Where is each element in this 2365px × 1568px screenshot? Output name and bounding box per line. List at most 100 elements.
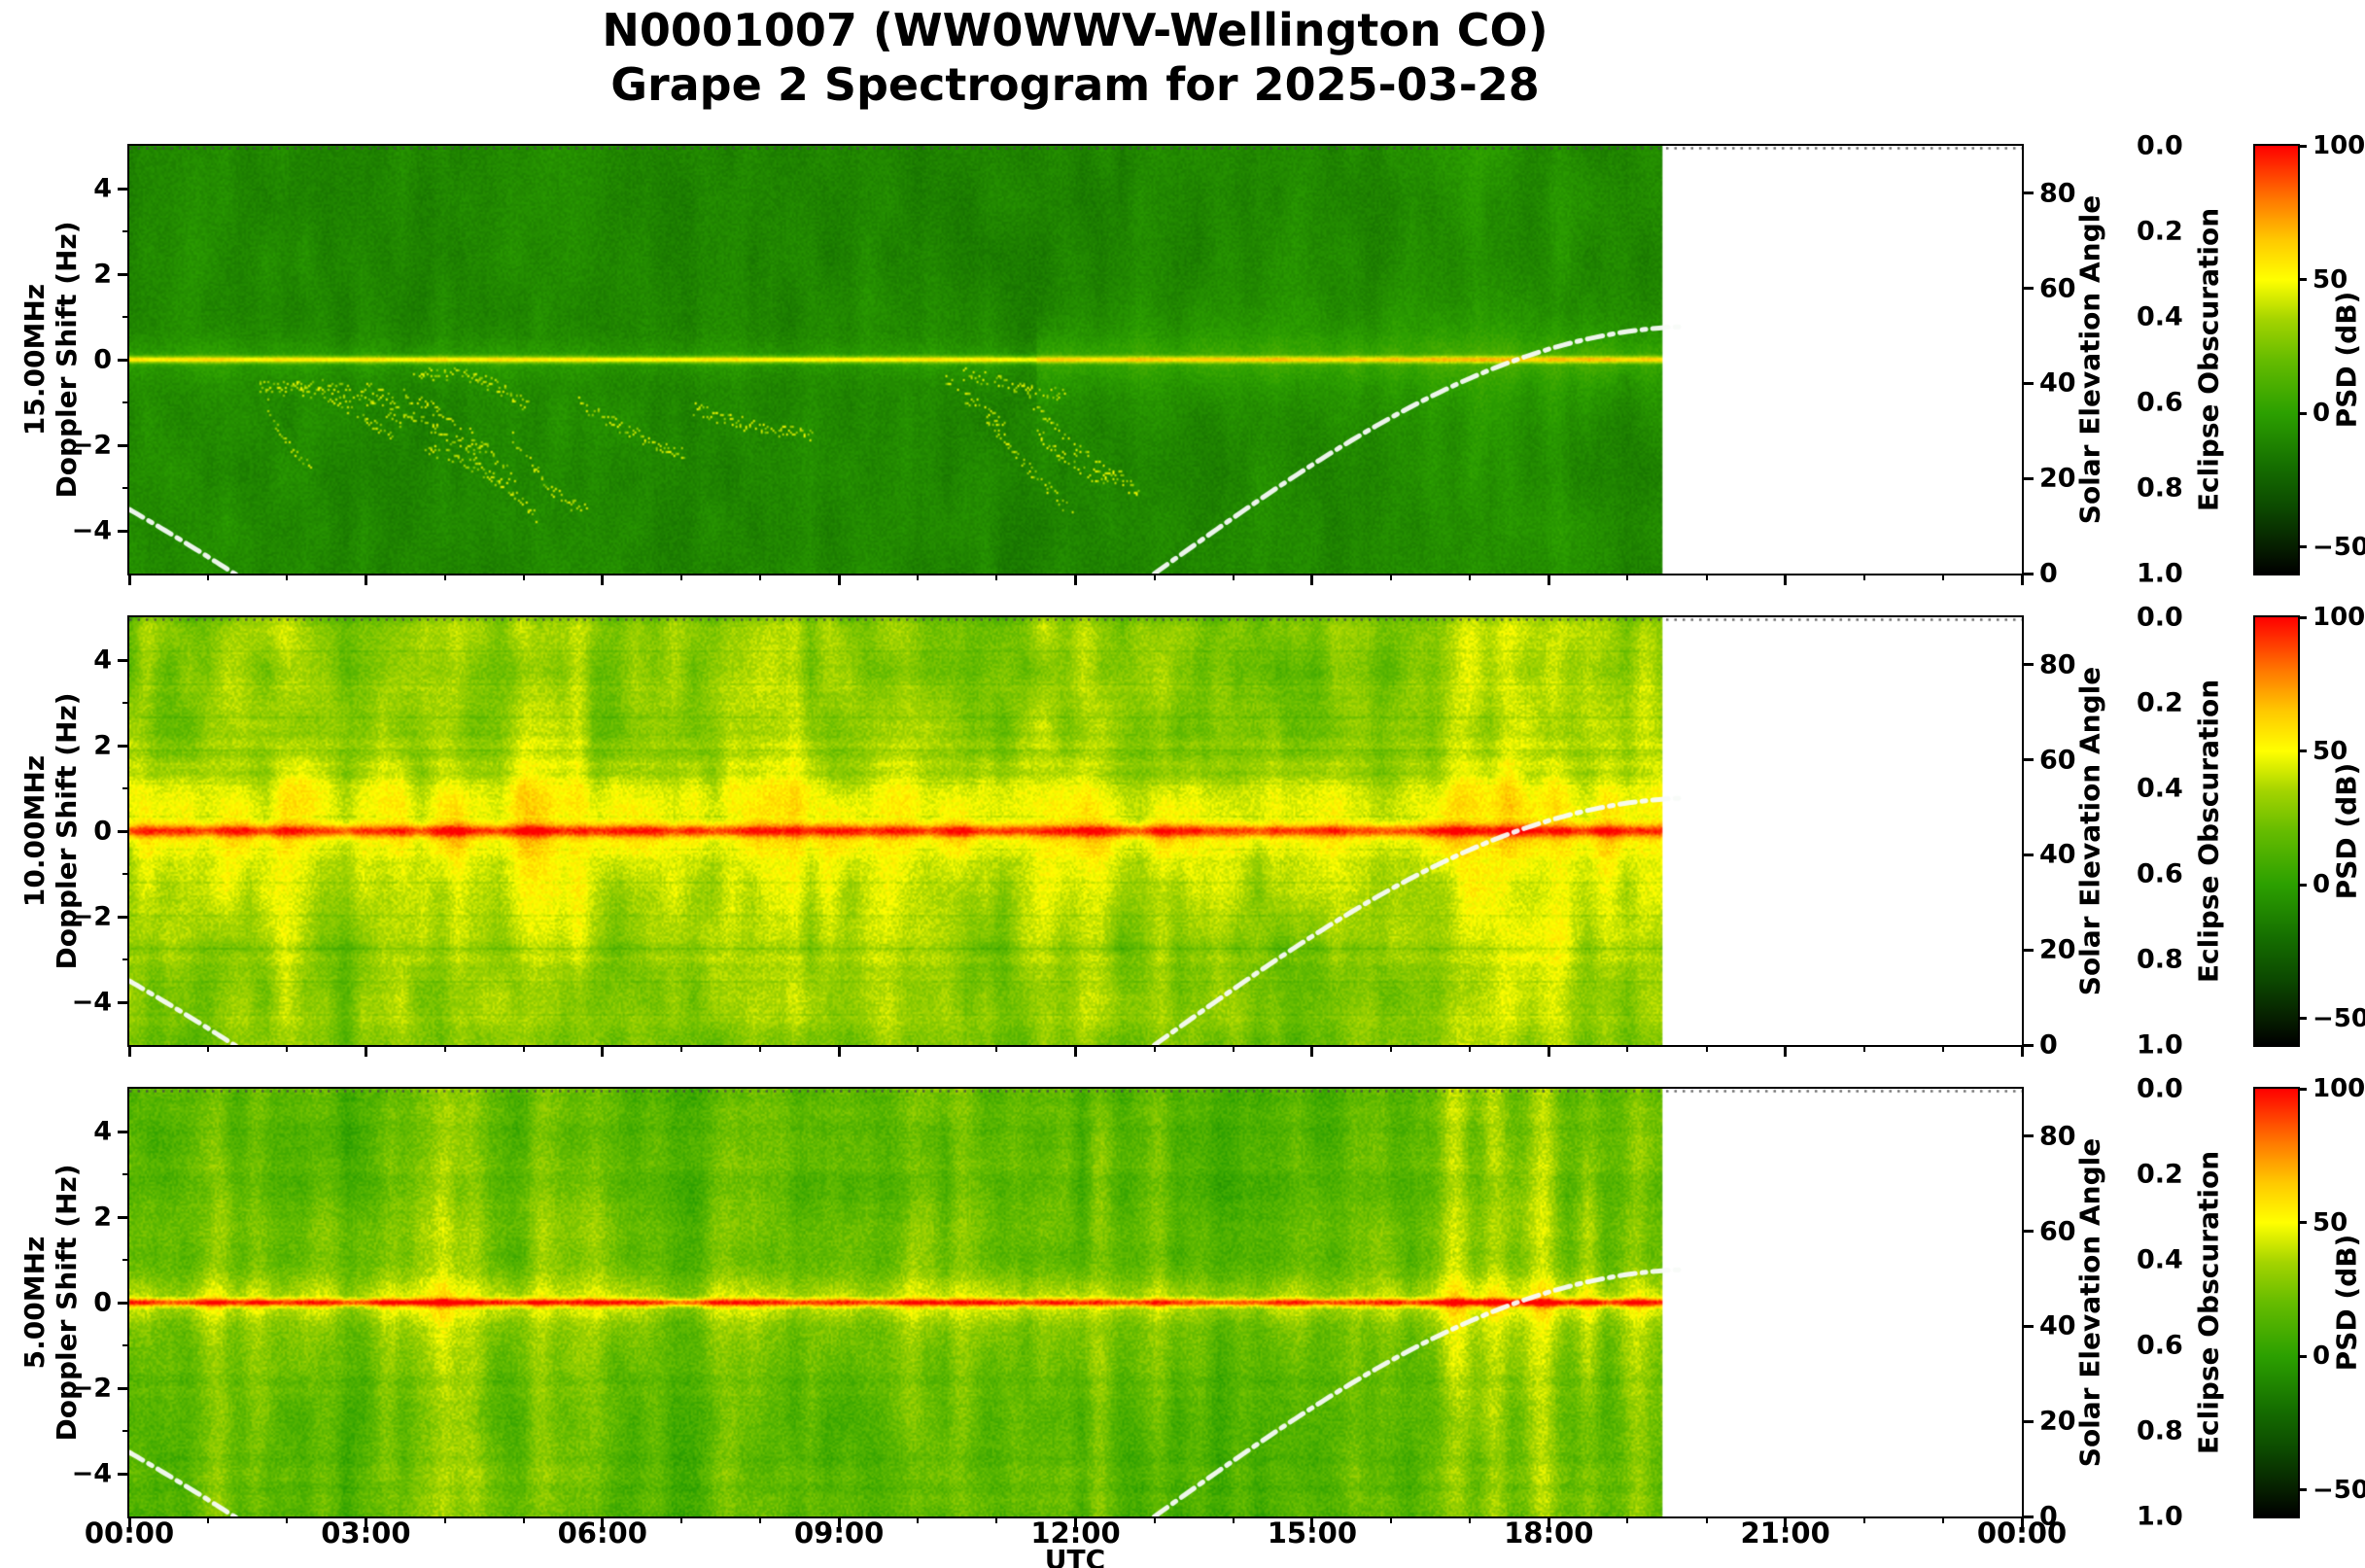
eclipse-tick-label: 0.0 — [2137, 130, 2183, 161]
solar-tick-label: 40 — [2039, 839, 2076, 870]
solar-tick-label: 0 — [2039, 1029, 2058, 1061]
colorbar-tick-label: −50 — [2313, 1475, 2365, 1505]
xtick-mark — [1862, 1045, 1865, 1052]
xtick-mark — [1232, 1516, 1235, 1523]
xtick-mark — [759, 1045, 761, 1052]
ytick-mark — [118, 1472, 129, 1476]
eclipse-tick-label: 1.0 — [2137, 558, 2183, 589]
colorbar-tick-mark — [2298, 1488, 2307, 1491]
xtick-mark — [1469, 1045, 1472, 1052]
xtick-mark — [207, 574, 210, 580]
xtick-label: 00:00 — [1976, 1516, 2068, 1550]
solar-tick-mark — [2022, 663, 2034, 667]
eclipse-axis-label: Eclipse Obscuration — [2192, 1150, 2225, 1455]
xtick-label: 03:00 — [321, 1516, 411, 1550]
xtick-mark — [837, 1516, 841, 1528]
ytick-label: −2 — [71, 1373, 112, 1404]
xtick-mark — [995, 1516, 998, 1523]
ytick-mark — [118, 272, 129, 276]
xtick-mark — [1390, 1516, 1392, 1523]
xtick-mark — [1862, 1516, 1865, 1523]
solar-tick-label: 60 — [2039, 1216, 2076, 1247]
solar-tick-label: 20 — [2039, 934, 2076, 965]
xtick-mark — [443, 1045, 446, 1052]
eclipse-tick-label: 0.2 — [2137, 1159, 2183, 1190]
solar-tick-label: 0 — [2039, 1501, 2058, 1532]
eclipse-tick-label: 0.0 — [2137, 602, 2183, 633]
ytick-label: −4 — [71, 987, 112, 1018]
xtick-label: 00:00 — [84, 1516, 175, 1550]
xtick-label: 15:00 — [1267, 1516, 1358, 1550]
eclipse-tick-label: 0.4 — [2137, 1244, 2183, 1275]
ytick-mark — [118, 915, 129, 919]
solar-tick-mark — [2022, 1230, 2034, 1234]
xtick-mark — [2020, 1516, 2024, 1528]
psd-colorbar-label: PSD (dB) — [2330, 291, 2363, 429]
ytick-mark — [118, 187, 129, 191]
ytick-label: −4 — [71, 1458, 112, 1489]
xtick-mark — [1626, 574, 1629, 580]
figure-title-line1: N0001007 (WW0WWV-Wellington CO) — [602, 4, 1548, 56]
solar-curve-overlay — [129, 1089, 2022, 1516]
colorbar-tick-mark — [2298, 144, 2307, 148]
ytick-mark — [118, 829, 129, 833]
xtick-mark — [1153, 1516, 1156, 1523]
xtick-mark — [837, 1045, 841, 1057]
xtick-mark — [1153, 1045, 1156, 1052]
xtick-mark — [1784, 1045, 1788, 1057]
colorbar-tick-mark — [2298, 883, 2307, 887]
xtick-mark — [2020, 1045, 2024, 1057]
ytick-minor-mark — [122, 1259, 129, 1261]
solar-tick-mark — [2022, 1515, 2034, 1518]
eclipse-tick-label: 0.8 — [2137, 1415, 2183, 1446]
colorbar-tick-label: −50 — [2313, 1003, 2365, 1033]
xtick-mark — [679, 574, 682, 580]
psd-colorbar-label: PSD (dB) — [2330, 1234, 2363, 1372]
solar-axis-label: Solar Elevation Angle — [2073, 194, 2106, 525]
xtick-mark — [286, 574, 289, 580]
solar-tick-label: 60 — [2039, 745, 2076, 776]
xtick-mark — [995, 1045, 998, 1052]
colorbar-tick-label: −50 — [2313, 532, 2365, 562]
ytick-label: −2 — [71, 430, 112, 461]
xtick-mark — [1547, 1045, 1550, 1057]
xtick-mark — [837, 574, 841, 585]
ytick-mark — [118, 1301, 129, 1305]
solar-tick-label: 40 — [2039, 1310, 2076, 1342]
xtick-mark — [1390, 1045, 1392, 1052]
colorbar-tick-mark — [2298, 1017, 2307, 1020]
solar-tick-label: 60 — [2039, 273, 2076, 304]
colorbar-tick-label: 50 — [2313, 264, 2348, 295]
solar-tick-mark — [2022, 758, 2034, 762]
xtick-mark — [1941, 1045, 1944, 1052]
xtick-mark — [1941, 574, 1944, 580]
utc-label: UTC — [1044, 1544, 1106, 1568]
xtick-mark — [995, 574, 998, 580]
psd-colorbar — [2252, 1086, 2300, 1518]
xtick-mark — [759, 1516, 761, 1523]
solar-tick-mark — [2022, 853, 2034, 856]
xtick-mark — [601, 1516, 605, 1528]
colorbar-tick-label: 50 — [2313, 736, 2348, 766]
xtick-mark — [1862, 574, 1865, 580]
solar-tick-mark — [2022, 476, 2034, 480]
ytick-label: 2 — [93, 259, 112, 290]
xtick-label: 18:00 — [1504, 1516, 1594, 1550]
ytick-minor-mark — [122, 787, 129, 789]
ytick-mark — [118, 1130, 129, 1133]
ytick-minor-mark — [122, 316, 129, 318]
xtick-label: 09:00 — [793, 1516, 885, 1550]
ytick-minor-mark — [122, 873, 129, 875]
solar-tick-mark — [2022, 1134, 2034, 1138]
eclipse-tick-label: 0.2 — [2137, 687, 2183, 718]
eclipse-tick-label: 0.6 — [2137, 1330, 2183, 1361]
xtick-mark — [364, 1516, 367, 1528]
colorbar-tick-label: 0 — [2313, 399, 2331, 428]
solar-tick-mark — [2022, 381, 2034, 385]
eclipse-tick-label: 0.6 — [2137, 858, 2183, 889]
ytick-label: −2 — [71, 901, 112, 932]
xtick-mark — [207, 1516, 210, 1523]
solar-tick-mark — [2022, 287, 2034, 291]
eclipse-tick-label: 0.6 — [2137, 387, 2183, 418]
